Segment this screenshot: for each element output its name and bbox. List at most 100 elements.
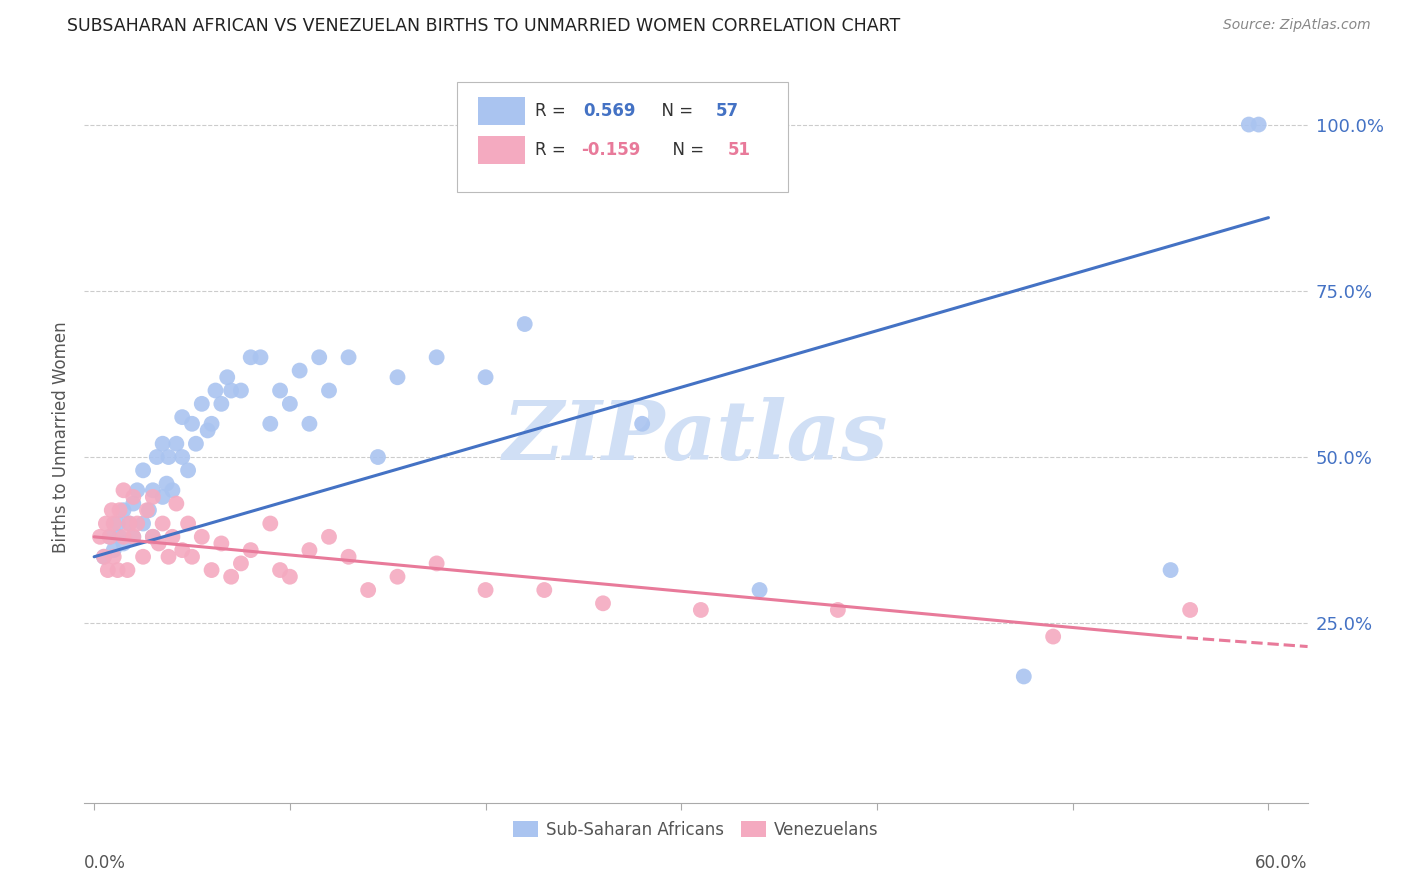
Point	[533, 582, 555, 597]
Point	[146, 450, 169, 464]
Point	[1247, 118, 1270, 132]
Point	[155, 476, 177, 491]
Point	[387, 570, 409, 584]
Point	[138, 503, 160, 517]
Point	[152, 436, 174, 450]
Point	[165, 436, 187, 450]
Point	[474, 582, 496, 597]
Point	[426, 351, 449, 365]
Point	[117, 563, 139, 577]
Point	[107, 516, 129, 531]
Point	[308, 351, 330, 365]
Point	[1237, 118, 1260, 132]
Point	[136, 503, 159, 517]
Text: N =: N =	[662, 141, 709, 160]
Point	[184, 436, 207, 450]
Point	[112, 530, 135, 544]
Point	[177, 463, 200, 477]
Point	[298, 417, 321, 431]
Point	[118, 516, 141, 531]
Point	[181, 549, 204, 564]
Point	[172, 410, 194, 425]
Text: ZIPatlas: ZIPatlas	[503, 397, 889, 477]
Point	[298, 543, 321, 558]
Text: R =: R =	[534, 141, 571, 160]
Legend: Sub-Saharan Africans, Venezuelans: Sub-Saharan Africans, Venezuelans	[506, 814, 886, 846]
Point	[152, 516, 174, 531]
Point	[209, 536, 232, 550]
Point	[148, 536, 170, 550]
Point	[191, 397, 214, 411]
Point	[162, 483, 184, 498]
FancyBboxPatch shape	[457, 82, 787, 192]
Point	[631, 417, 654, 431]
Point	[259, 417, 281, 431]
Point	[278, 397, 301, 411]
Point	[132, 549, 155, 564]
Point	[204, 384, 226, 398]
Point	[122, 530, 145, 544]
Point	[1042, 630, 1064, 644]
Point	[209, 397, 232, 411]
Point	[337, 351, 360, 365]
Point	[219, 384, 242, 398]
Point	[748, 582, 770, 597]
Point	[98, 530, 121, 544]
Point	[142, 483, 165, 498]
Point	[229, 384, 252, 398]
Point	[103, 543, 125, 558]
Point	[132, 516, 155, 531]
Point	[219, 570, 242, 584]
Point	[200, 563, 222, 577]
Text: SUBSAHARAN AFRICAN VS VENEZUELAN BIRTHS TO UNMARRIED WOMEN CORRELATION CHART: SUBSAHARAN AFRICAN VS VENEZUELAN BIRTHS …	[67, 17, 901, 35]
Point	[357, 582, 380, 597]
Point	[318, 530, 340, 544]
Text: -0.159: -0.159	[581, 141, 640, 160]
Text: 57: 57	[716, 102, 738, 120]
Point	[93, 549, 115, 564]
Text: 0.0%: 0.0%	[84, 854, 127, 872]
Point	[165, 497, 187, 511]
Point	[127, 516, 149, 531]
Text: 51: 51	[728, 141, 751, 160]
Point	[288, 363, 311, 377]
Point	[157, 450, 180, 464]
Point	[197, 424, 219, 438]
Point	[122, 497, 145, 511]
Point	[269, 563, 291, 577]
Point	[172, 543, 194, 558]
Point	[93, 549, 115, 564]
Point	[474, 370, 496, 384]
Point	[689, 603, 711, 617]
Text: 60.0%: 60.0%	[1256, 854, 1308, 872]
Point	[132, 463, 155, 477]
Point	[513, 317, 536, 331]
Point	[1160, 563, 1182, 577]
Point	[122, 530, 145, 544]
Point	[97, 563, 120, 577]
Point	[127, 483, 149, 498]
Point	[827, 603, 849, 617]
Point	[112, 503, 135, 517]
Text: R =: R =	[534, 102, 571, 120]
Y-axis label: Births to Unmarried Women: Births to Unmarried Women	[52, 321, 70, 553]
Point	[122, 490, 145, 504]
Point	[107, 563, 129, 577]
Point	[103, 549, 125, 564]
Point	[112, 483, 135, 498]
Point	[200, 417, 222, 431]
Point	[337, 549, 360, 564]
Point	[259, 516, 281, 531]
Point	[217, 370, 239, 384]
Point	[387, 370, 409, 384]
Point	[229, 557, 252, 571]
Point	[191, 530, 214, 544]
Point	[98, 530, 121, 544]
Point	[367, 450, 389, 464]
Point	[108, 503, 131, 517]
Point	[269, 384, 291, 398]
Point	[142, 490, 165, 504]
FancyBboxPatch shape	[478, 97, 524, 125]
Point	[278, 570, 301, 584]
Point	[103, 516, 125, 531]
